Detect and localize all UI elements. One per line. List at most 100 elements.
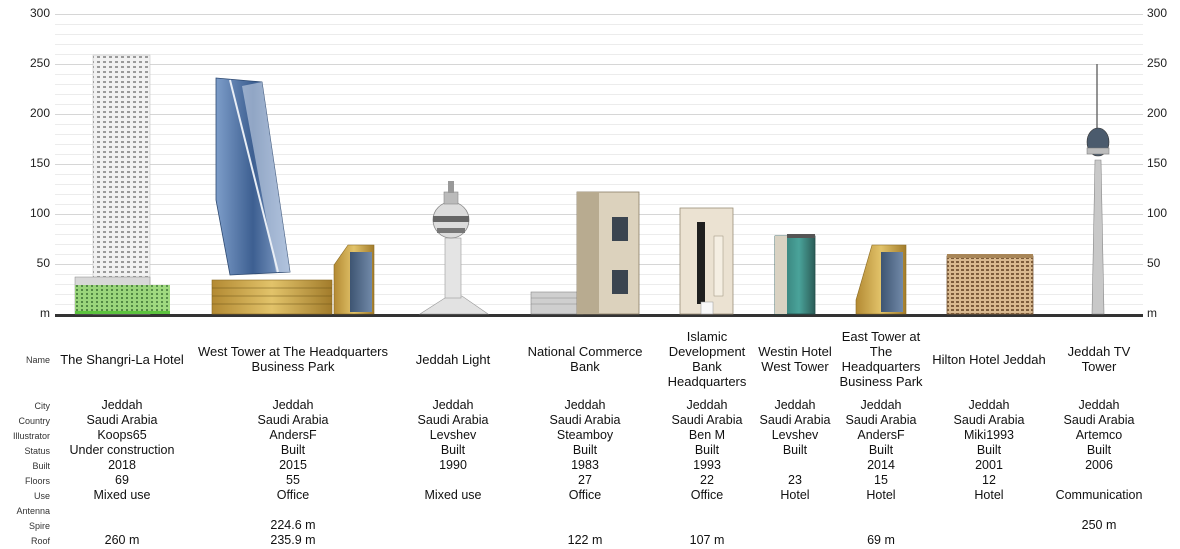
cell-spire: 224.6 m <box>270 518 316 532</box>
grid-line <box>55 14 1143 15</box>
cell-use: Communication <box>1055 488 1143 502</box>
cell-use: Office <box>276 488 310 502</box>
cell-roof: 260 m <box>104 533 140 547</box>
row-header-antenna: Antenna <box>16 506 50 516</box>
cell-built: 2001 <box>975 458 1003 472</box>
cell-city: Jeddah <box>686 398 728 412</box>
grid-line <box>55 164 1143 165</box>
cell-country: Saudi Arabia <box>759 413 831 427</box>
axis-tick-label-right: 150 <box>1147 156 1168 170</box>
cell-status: Under construction <box>69 443 175 457</box>
axis-tick-label-left: 250 <box>29 56 50 70</box>
cell-floors: 69 <box>115 473 129 487</box>
axis-tick-label-left: 300 <box>29 6 50 20</box>
axis-tick-label-right: 100 <box>1147 206 1168 220</box>
cell-use: Hotel <box>780 488 810 502</box>
cell-city: Jeddah <box>968 398 1010 412</box>
grid-line <box>55 34 1143 35</box>
axis-tick-label-right: 50 <box>1147 256 1161 270</box>
axis-unit-right: m <box>1147 306 1157 320</box>
building-westin-hotel-west-tower <box>774 234 816 315</box>
grid-line <box>55 84 1143 85</box>
row-header-spire: Spire <box>28 521 50 531</box>
grid-line <box>55 64 1143 65</box>
cell-built: 2018 <box>108 458 136 472</box>
cell-city: Jeddah <box>101 398 143 412</box>
cell-city: Jeddah <box>564 398 606 412</box>
cell-city: Jeddah <box>860 398 902 412</box>
row-header-country: Country <box>18 416 50 426</box>
building-name: Westin Hotel West Tower <box>758 344 832 374</box>
grid-line <box>55 104 1143 105</box>
cell-roof: 235.9 m <box>270 533 316 547</box>
cell-country: Saudi Arabia <box>1063 413 1135 427</box>
cell-country: Saudi Arabia <box>86 413 158 427</box>
cell-use: Hotel <box>974 488 1004 502</box>
axis-tick-label-right: 200 <box>1147 106 1168 120</box>
building-islamic-development-bank <box>679 207 734 315</box>
row-header-name: Name <box>25 355 50 365</box>
building-east-tower-hq <box>855 244 907 315</box>
building-hilton-hotel-jeddah <box>946 254 1034 315</box>
building-shangri-la-hotel <box>74 54 170 315</box>
cell-city: Jeddah <box>432 398 474 412</box>
cell-illustrator: Ben M <box>688 428 726 442</box>
cell-roof: 107 m <box>689 533 725 547</box>
axis-tick-label-right: 250 <box>1147 56 1168 70</box>
row-header-city: City <box>34 401 51 411</box>
building-national-commerce-bank <box>530 191 640 315</box>
cell-built: 2014 <box>867 458 895 472</box>
cell-city: Jeddah <box>272 398 314 412</box>
cell-floors: 22 <box>700 473 714 487</box>
grid-line <box>55 184 1143 185</box>
cell-use: Office <box>568 488 602 502</box>
cell-roof: 69 m <box>867 533 895 547</box>
building-jeddah-light <box>418 181 489 315</box>
axis-tick-label-left: 50 <box>36 256 50 270</box>
cell-status: Built <box>694 443 720 457</box>
building-name: Jeddah TV Tower <box>1067 344 1131 374</box>
building-name: Jeddah Light <box>415 351 491 367</box>
cell-built: 2015 <box>279 458 307 472</box>
cell-floors: 23 <box>788 473 802 487</box>
building-name: The Shangri-La Hotel <box>60 351 184 367</box>
cell-status: Built <box>572 443 598 457</box>
cell-floors: 12 <box>982 473 996 487</box>
cell-country: Saudi Arabia <box>549 413 621 427</box>
row-header-use: Use <box>33 491 50 501</box>
grid-line <box>55 54 1143 55</box>
cell-built: 2006 <box>1085 458 1113 472</box>
cell-country: Saudi Arabia <box>257 413 329 427</box>
grid-line <box>55 124 1143 125</box>
row-header-built: Built <box>32 461 50 471</box>
grid-line <box>55 134 1143 135</box>
cell-status: Built <box>280 443 306 457</box>
cell-city: Jeddah <box>1078 398 1120 412</box>
cell-illustrator: Koops65 <box>97 428 147 442</box>
cell-roof: 122 m <box>567 533 603 547</box>
cell-city: Jeddah <box>774 398 816 412</box>
cell-country: Saudi Arabia <box>953 413 1025 427</box>
axis-tick-label-left: 150 <box>29 156 50 170</box>
grid-line <box>55 174 1143 175</box>
axis-tick-label-left: 200 <box>29 106 50 120</box>
row-header-illustrator: Illustrator <box>12 431 50 441</box>
building-name: National Commerce Bank <box>527 344 643 374</box>
cell-illustrator: AndersF <box>857 428 905 442</box>
cell-floors: 55 <box>286 473 300 487</box>
cell-use: Mixed use <box>424 488 482 502</box>
cell-illustrator: Levshev <box>771 428 819 442</box>
cell-status: Built <box>868 443 894 457</box>
row-header-roof: Roof <box>30 536 50 546</box>
cell-floors: 15 <box>874 473 888 487</box>
cell-country: Saudi Arabia <box>417 413 489 427</box>
building-name: Hilton Hotel Jeddah <box>932 351 1046 367</box>
cell-illustrator: Miki1993 <box>963 428 1015 442</box>
cell-status: Built <box>976 443 1002 457</box>
cell-use: Office <box>690 488 724 502</box>
building-jeddah-tv-tower <box>1086 64 1110 315</box>
building-name: West Tower at The Headquarters Business … <box>197 344 389 374</box>
cell-status: Built <box>782 443 808 457</box>
building-name: Islamic Development Bank Headquarters <box>667 329 747 389</box>
cell-antenna: 250 m <box>1081 518 1117 532</box>
